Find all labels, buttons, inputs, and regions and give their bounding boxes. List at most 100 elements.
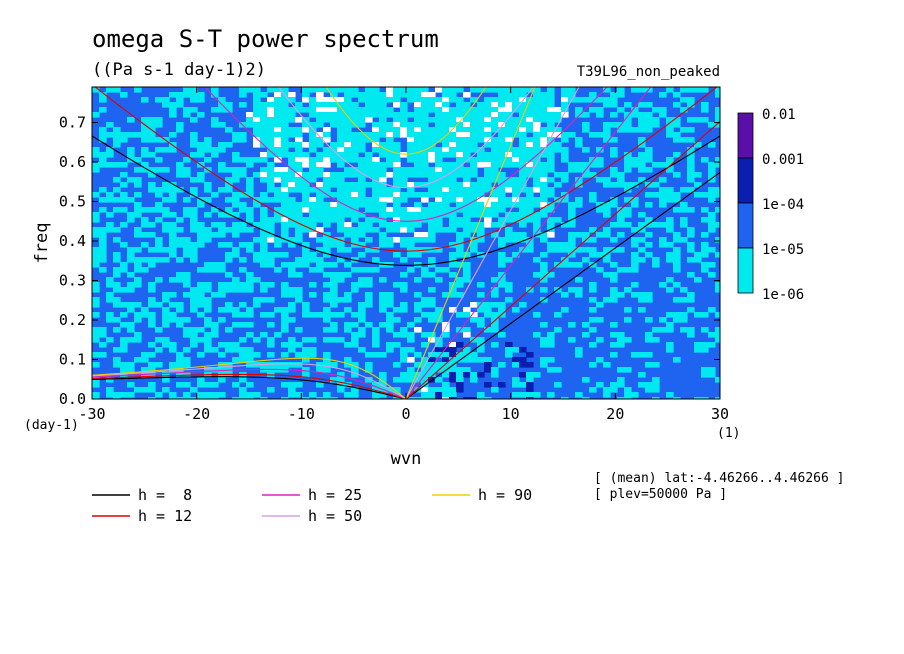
heatmap-cell <box>463 212 471 218</box>
heatmap-cell <box>106 337 114 343</box>
curve-gravity-h8 <box>92 135 720 266</box>
heatmap-cell <box>253 352 261 358</box>
heatmap-cell <box>358 197 366 203</box>
heatmap-cell <box>624 207 632 213</box>
heatmap-cell <box>351 102 359 108</box>
heatmap-cell <box>288 237 296 243</box>
heatmap-cell <box>183 382 191 388</box>
heatmap-cell <box>183 237 191 243</box>
heatmap-cell <box>638 167 646 173</box>
heatmap-cell <box>505 217 513 223</box>
heatmap-cell <box>638 102 646 108</box>
heatmap-cell <box>337 202 345 208</box>
heatmap-cell <box>519 117 527 123</box>
heatmap-cell <box>526 87 534 93</box>
heatmap-cell <box>309 337 317 343</box>
heatmap-cell <box>337 217 345 223</box>
heatmap-cell <box>372 387 380 393</box>
heatmap-cell <box>414 182 422 188</box>
heatmap-cell <box>127 327 135 333</box>
heatmap-cell <box>351 212 359 218</box>
heatmap-cell <box>687 87 695 93</box>
heatmap-cell <box>148 322 156 328</box>
heatmap-cell <box>407 377 415 383</box>
heatmap-cell <box>421 297 429 303</box>
heatmap-cell <box>344 357 352 363</box>
heatmap-cell <box>92 297 100 303</box>
heatmap-cell <box>386 347 394 353</box>
heatmap-cell <box>470 87 478 93</box>
heatmap-cell <box>127 177 135 183</box>
heatmap-cell <box>484 87 492 93</box>
heatmap-cell <box>323 292 331 298</box>
heatmap-cell <box>141 312 149 318</box>
heatmap-cell <box>267 232 275 238</box>
heatmap-cell <box>393 217 401 223</box>
heatmap-cell <box>442 292 450 298</box>
heatmap-cell <box>337 222 345 228</box>
heatmap-cell <box>372 107 380 113</box>
heatmap-cell <box>407 332 415 338</box>
heatmap-cell <box>575 262 583 268</box>
heatmap-cell <box>526 392 534 398</box>
heatmap-cell <box>253 137 261 143</box>
heatmap-cell <box>267 237 275 243</box>
heatmap-cell <box>519 172 527 178</box>
heatmap-cell <box>407 92 415 98</box>
heatmap-cell <box>134 282 142 288</box>
heatmap-cell <box>652 162 660 168</box>
heatmap-cell <box>414 202 422 208</box>
heatmap-cell <box>316 132 324 138</box>
heatmap-cell <box>379 232 387 238</box>
heatmap-cell <box>211 152 219 158</box>
heatmap-cell <box>323 162 331 168</box>
heatmap-cell <box>365 237 373 243</box>
heatmap-cell <box>463 272 471 278</box>
heatmap-cell <box>631 282 639 288</box>
heatmap-cell <box>155 117 163 123</box>
heatmap-cell <box>715 312 720 318</box>
heatmap-cell <box>624 212 632 218</box>
heatmap-cell <box>190 342 198 348</box>
heatmap-cell <box>155 187 163 193</box>
heatmap-cell <box>120 347 128 353</box>
heatmap-cell <box>547 147 555 153</box>
heatmap-cell <box>169 347 177 353</box>
heatmap-cell <box>414 317 422 323</box>
heatmap-cell <box>372 382 380 388</box>
heatmap-cell <box>477 372 485 378</box>
heatmap-cell <box>498 157 506 163</box>
heatmap-cell <box>386 152 394 158</box>
heatmap-cell <box>505 182 513 188</box>
heatmap-cell <box>477 197 485 203</box>
heatmap-cell <box>134 302 142 308</box>
heatmap-cell <box>344 147 352 153</box>
heatmap-cell <box>428 97 436 103</box>
heatmap-cell <box>190 177 198 183</box>
heatmap-cell <box>386 322 394 328</box>
heatmap-cell <box>414 247 422 253</box>
heatmap-cell <box>568 247 576 253</box>
heatmap-cell <box>99 197 107 203</box>
heatmap-cell <box>442 202 450 208</box>
heatmap-cell <box>379 207 387 213</box>
heatmap-cell <box>610 102 618 108</box>
heatmap-cell <box>358 232 366 238</box>
heatmap-cell <box>407 192 415 198</box>
heatmap-cell <box>547 167 555 173</box>
heatmap-cell <box>309 217 317 223</box>
heatmap-cell <box>239 337 247 343</box>
heatmap-cell <box>358 227 366 233</box>
heatmap-cell <box>414 292 422 298</box>
heatmap-cell <box>505 257 513 263</box>
heatmap-cell <box>113 197 121 203</box>
heatmap-cell <box>99 157 107 163</box>
heatmap-cell <box>407 242 415 248</box>
heatmap-cell <box>540 132 548 138</box>
heatmap-cell <box>659 112 667 118</box>
heatmap-cell <box>379 302 387 308</box>
heatmap-cell <box>400 172 408 178</box>
heatmap-cell <box>484 217 492 223</box>
heatmap-cell <box>99 162 107 168</box>
heatmap-cell <box>694 257 702 263</box>
